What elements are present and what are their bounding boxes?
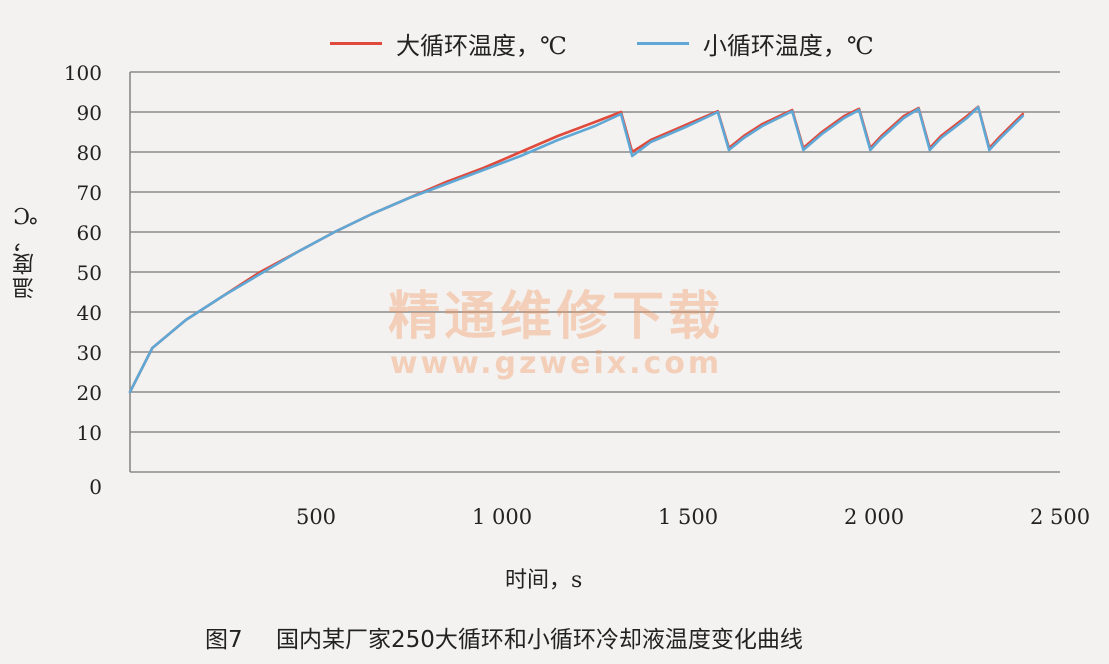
legend-item-small-loop: 小循环温度，℃ (636, 26, 874, 61)
x-tick-2500: 2 500 (1030, 505, 1090, 529)
caption-text: 国内某厂家250大循环和小循环冷却液温度变化曲线 (275, 627, 803, 653)
x-tick-1500: 1 500 (658, 505, 718, 529)
legend-label-small-loop: 小循环温度，℃ (702, 32, 874, 60)
legend: 大循环温度，℃ 小循环温度，℃ (330, 26, 944, 61)
watermark-line-1: 精通维修下载 (387, 287, 724, 347)
x-tick-labels: 500 1 000 1 500 2 000 2 500 (296, 505, 1090, 529)
watermark: 精通维修下载 www.gzweix.com (376, 288, 736, 381)
legend-swatch-large-loop (330, 42, 382, 45)
series-line-small-loop (128, 105, 1025, 394)
figure-caption: 图7 国内某厂家250大循环和小循环冷却液温度变化曲线 (205, 620, 803, 654)
y-tick-20: 20 (77, 381, 102, 405)
axis-frame (129, 72, 1060, 473)
grid-lines (130, 71, 1060, 433)
y-tick-40: 40 (77, 301, 102, 325)
watermark-line-2: www.gzweix.com (389, 346, 723, 381)
y-tick-70: 70 (77, 181, 102, 205)
legend-label-large-loop: 大循环温度，℃ (396, 32, 567, 60)
y-tick-0: 0 (89, 475, 102, 499)
x-tick-1000: 1 000 (472, 505, 532, 529)
y-tick-30: 30 (77, 341, 102, 365)
caption-number: 图7 (205, 627, 243, 653)
y-tick-10: 10 (77, 421, 102, 445)
y-tick-50: 50 (77, 261, 102, 285)
legend-item-large-loop: 大循环温度，℃ (330, 26, 567, 61)
y-axis-label: 温度，℃ (13, 200, 38, 299)
y-tick-100: 100 (64, 61, 102, 85)
y-tick-90: 90 (77, 101, 102, 125)
y-tick-60: 60 (77, 221, 102, 245)
x-tick-500: 500 (296, 505, 336, 529)
y-tick-80: 80 (77, 141, 102, 165)
x-axis-label: 时间，s (505, 568, 583, 593)
y-tick-labels: 0 10 20 30 40 50 60 70 80 90 100 (64, 61, 102, 499)
x-tick-2000: 2 000 (844, 505, 904, 529)
series-lines (128, 105, 1025, 394)
legend-swatch-small-loop (636, 42, 689, 45)
